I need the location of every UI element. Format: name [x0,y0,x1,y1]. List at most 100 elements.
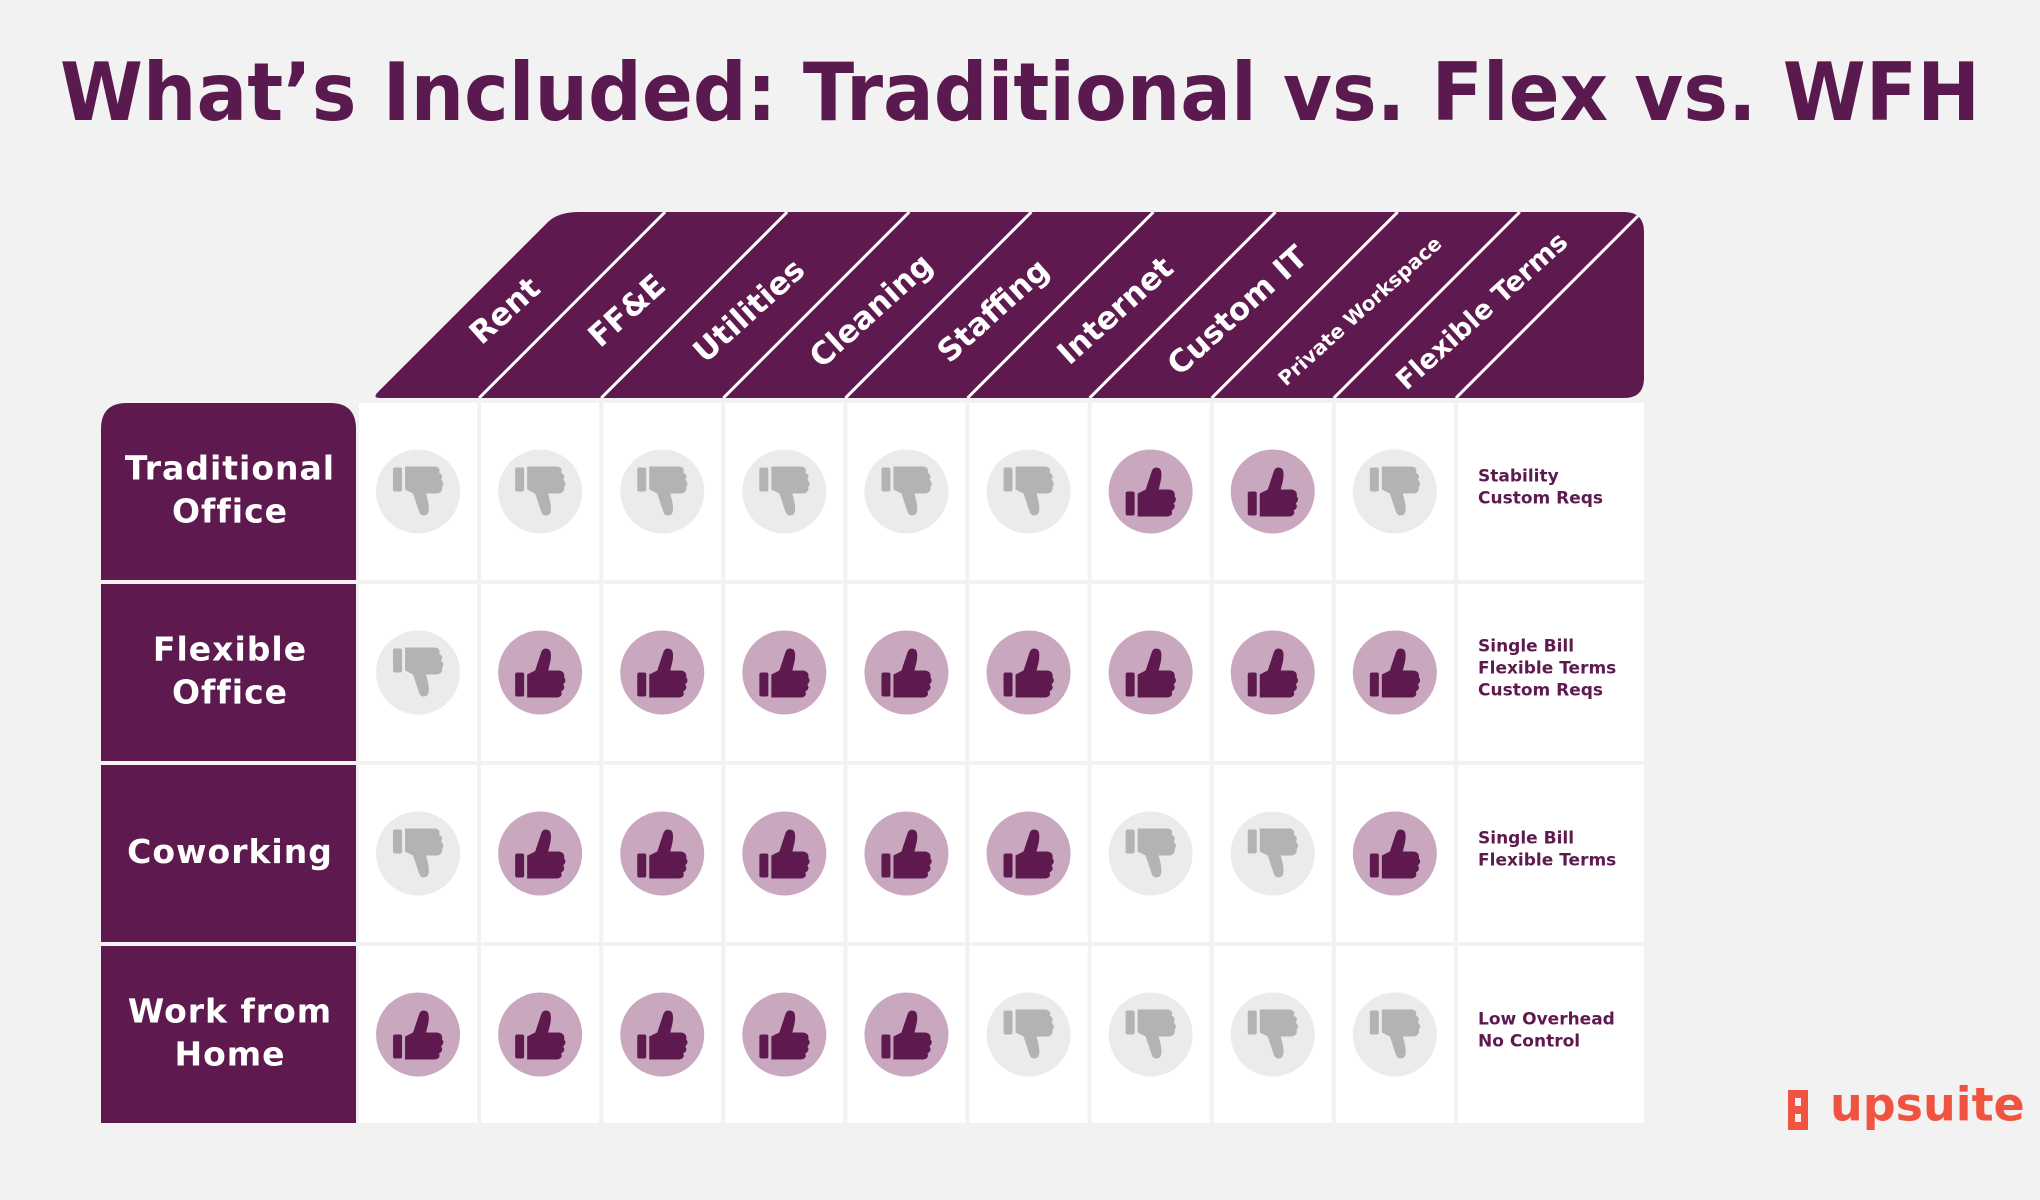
thumb-cuff [637,467,647,492]
thumb-cuff [515,467,525,492]
thumb-hand [1381,829,1421,879]
thumb-icon [498,630,583,715]
thumb-hand [405,466,444,516]
thumb [1247,648,1299,698]
thumb-icon [376,449,461,534]
note: Single Bill [1478,829,1574,849]
thumb-icon [1352,449,1437,534]
thumb-icon [376,811,461,896]
thumb-cuff [637,853,647,878]
thumb-icon [620,992,705,1077]
thumb-hand [1015,1009,1054,1059]
thumb [1003,1009,1054,1059]
thumb [1003,829,1054,879]
thumb-cuff [881,1034,891,1059]
thumb-hand [1259,1009,1299,1059]
notes-cell [1458,403,1644,580]
thumb-hand [405,828,444,878]
thumb-hand [771,466,810,516]
thumb-icon [742,449,827,534]
thumb-icon [864,630,949,715]
thumb-icon [1108,449,1193,534]
logo: upsuite [1830,1078,2025,1132]
thumb-icon [1108,811,1193,896]
row-label: Flexible [153,630,307,669]
thumb-icon [376,992,461,1077]
thumb-cuff [1003,853,1013,878]
thumb-icon [1230,811,1315,896]
thumb [1125,1009,1176,1059]
title: What’s Included: Traditional vs. Flex vs… [60,46,1980,139]
thumb-cuff [1125,829,1135,854]
thumb-icon [742,992,827,1077]
thumb [1125,467,1176,517]
thumb-icon [1230,992,1315,1077]
thumb-icon [864,992,949,1077]
note: Low Overhead [1478,1010,1615,1030]
thumb-hand [771,1010,810,1060]
thumb-hand [405,1010,444,1060]
thumb [1003,648,1054,698]
thumb [881,829,932,879]
thumb-hand [527,829,566,879]
logo-icon [1788,1090,1808,1130]
note: Single Bill [1478,637,1574,657]
thumb-icon [1230,630,1315,715]
row-label-box [101,946,356,1123]
row-label-box [101,403,356,580]
header-divider [1210,212,1399,398]
thumb [637,648,688,698]
thumb-cuff [1125,491,1135,516]
thumb-icon [498,811,583,896]
thumb-hand [1137,828,1176,878]
thumb [1247,1009,1299,1059]
thumb-cuff [1247,829,1257,854]
thumb-icon [742,630,827,715]
row-label: Traditional [125,449,335,488]
thumb-cuff [393,648,403,673]
header-divider [600,212,789,398]
thumb-hand [771,648,810,698]
header-divider [1088,212,1277,398]
thumb [1003,466,1054,516]
thumb [1369,829,1421,879]
thumb [759,466,810,516]
thumb-icon [620,811,705,896]
thumb-cuff [393,467,403,492]
thumb-cuff [515,853,525,878]
thumb-cuff [1369,1010,1379,1035]
thumb-cuff [1369,467,1379,492]
thumb-icon [376,630,461,715]
thumb-cuff [515,672,525,697]
row-label-box [101,765,356,942]
thumb-icon [986,811,1071,896]
notes-cell [1458,584,1644,761]
thumb-hand [893,648,932,698]
thumb-icon [1230,449,1315,534]
thumb-hand [1015,829,1054,879]
thumb-hand [1015,466,1054,516]
thumb-cuff [1125,672,1135,697]
note: Flexible Terms [1478,851,1616,871]
note: Flexible Terms [1478,659,1616,679]
thumb [515,648,566,698]
thumb-icon [1108,630,1193,715]
thumb-icon [498,449,583,534]
thumb-icon [1352,811,1437,896]
thumb [515,466,566,516]
thumb-icon [1108,992,1193,1077]
thumb-hand [771,829,810,879]
thumb-hand [649,648,688,698]
header-dividers [478,212,1643,398]
thumb-hand [1137,648,1176,698]
note: No Control [1478,1032,1580,1052]
thumb-hand [1381,466,1421,516]
thumb-cuff [759,467,769,492]
thumb-cuff [881,467,891,492]
thumb-icon [498,992,583,1077]
note: Stability [1478,467,1559,487]
thumb [637,1010,688,1060]
thumb-cuff [1003,1010,1013,1035]
thumb [759,648,810,698]
thumb-icon [1352,630,1437,715]
